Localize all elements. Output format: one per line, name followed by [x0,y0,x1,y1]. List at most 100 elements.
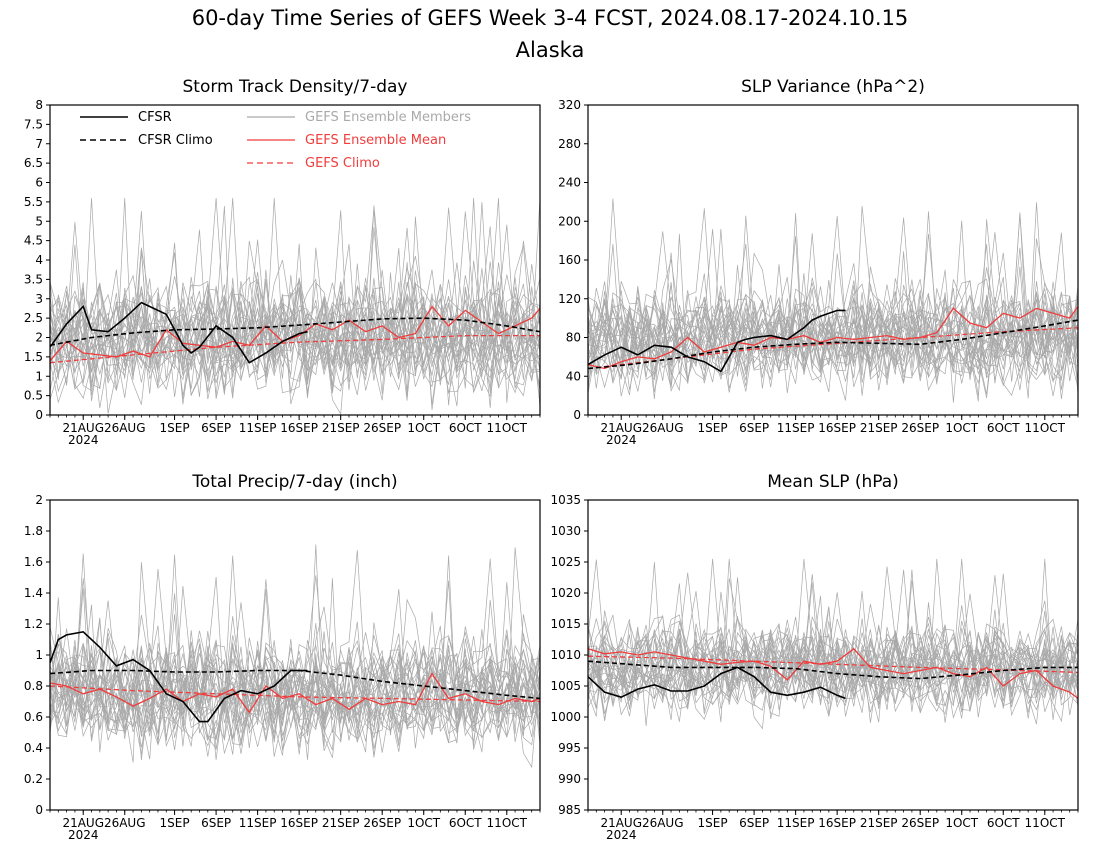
x-tick-label: 11OCT [487,816,528,830]
ensemble-member-line [50,247,540,400]
figure-title: 60-day Time Series of GEFS Week 3-4 FCST… [192,6,909,30]
legend-item-cfsr-climo: CFSR Climo [80,133,213,148]
y-tick-label: 280 [558,137,581,151]
series-cfsr-line [50,630,308,723]
plot-area [588,198,1078,403]
y-tick-label: 0.6 [24,710,43,724]
x-tick-label: 21SEP [860,816,898,830]
x-tick-label: 6SEP [201,421,231,435]
series-cfsr-line [50,301,308,364]
y-tick-label: 40 [566,369,581,383]
series-gefs-climo-line [50,334,540,364]
x-tick-label: 1OCT [407,421,440,435]
y-tick-label: 1010 [550,648,581,662]
plot-area [50,197,540,415]
legend: CFSR CFSR Climo GEFS Ensemble Members GEFS … [80,110,471,171]
y-tick-label: 995 [558,741,581,755]
y-tick-label: 1005 [550,679,581,693]
series-gefs-ensemble-mean-line [588,647,1078,699]
ensemble-member-line [50,197,540,400]
series-cfsr-line [588,666,846,700]
y-tick-label: 2 [35,493,43,507]
series-cfsr-climo-line [50,317,540,347]
x-tick-label: 26SEP [901,421,939,435]
legend-item-gefs-ensemble-members: GEFS Ensemble Members [247,110,471,125]
x-tick-label: 21AUG [600,816,642,830]
x-tick-label: 21AUG [62,421,104,435]
y-tick-label: 1.5 [24,350,43,364]
x-tick-label: 1SEP [698,421,728,435]
x-tick-label: 6OCT [449,421,482,435]
x-tick-label: 11OCT [1025,421,1066,435]
x-tick-label: 21SEP [860,421,898,435]
x-tick-label: 21AUG [62,816,104,830]
x-tick-label: 21AUG [600,421,642,435]
y-tick-label: 0.8 [24,679,43,693]
y-tick-label: 240 [558,176,581,190]
series-gefs-ensemble-mean-line [588,306,1078,370]
y-tick-label: 1.4 [24,586,43,600]
ensemble-member-line [588,622,1078,705]
plot-frame [49,499,541,811]
y-tick-label: 1025 [550,555,581,569]
x-tick-label: 16SEP [818,816,856,830]
x-tick-label: 16SEP [818,421,856,435]
x-tick-label: 1SEP [160,816,190,830]
legend-item-gefs-climo: GEFS Climo [247,156,380,171]
y-tick-label: 4 [35,253,43,267]
legend-label: CFSR [138,110,172,125]
ensemble-member-line [588,264,1078,387]
x-tick-label: 6OCT [987,816,1020,830]
series-gefs-ensemble-mean-line [50,305,540,362]
y-tick-label: 0 [573,408,581,422]
legend-item-gefs-ensemble-mean: GEFS Ensemble Mean [247,133,446,148]
x-tick-label: 11OCT [1025,816,1066,830]
legend-label: GEFS Climo [305,156,380,171]
x-tick-label: 6SEP [739,816,769,830]
x-tick-label: 11SEP [777,816,815,830]
x-tick-label: 11OCT [487,421,528,435]
series-gefs-climo-line [588,655,1078,674]
ensemble-member-line [588,614,1078,722]
y-tick-label: 0 [35,408,43,422]
y-tick-label: 985 [558,803,581,817]
y-tick-label: 120 [558,292,581,306]
ensemble-member-line [50,276,540,415]
panel-title: Mean SLP (hPa) [767,472,899,492]
y-tick-label: 1020 [550,586,581,600]
x-tick-label: 6SEP [739,421,769,435]
ensemble-member-line [50,589,540,743]
ensemble-member-line [50,555,540,738]
x-tick-label: 11SEP [239,816,277,830]
ensemble-member-line [50,197,540,392]
x-tick-label: 11SEP [777,421,815,435]
y-tick-label: 320 [558,98,581,112]
y-tick-label: 200 [558,214,581,228]
x-tick-label: 21SEP [322,816,360,830]
ensemble-member-line [50,259,540,405]
ensemble-member-line [50,277,540,397]
y-tick-label: 1.2 [24,617,43,631]
ensemble-member-line [588,265,1078,384]
series-cfsr-climo-line [588,660,1078,680]
figure-subtitle: Alaska [516,38,585,62]
panel-mean-slp-hpa: Mean SLP (hPa) 985 990 995 1000 1005 1010 1015 1… [550,472,1079,842]
y-tick-label: 0 [35,803,43,817]
ensemble-member-line [588,604,1078,697]
panel-title: SLP Variance (hPa^2) [741,77,925,97]
x-year-label: 2024 [606,433,637,447]
y-tick-label: 80 [566,331,581,345]
panel-slp-variance-hpa-2: SLP Variance (hPa^2) 0 40 80 120 160 200 240 280… [558,77,1079,447]
series-gefs-ensemble-mean-line [50,672,540,714]
x-year-label: 2024 [606,828,637,842]
x-year-label: 2024 [68,433,99,447]
x-year-label: 2024 [68,828,99,842]
ensemble-member-line [588,273,1078,398]
ensemble-member-line [50,606,540,749]
ensemble-member-line [588,619,1078,723]
ensemble-member-line [50,268,540,405]
ensemble-member-line [588,295,1078,401]
ensemble-member-line [50,211,540,414]
x-tick-label: 26AUG [104,421,146,435]
ensemble-member-line [588,582,1078,719]
